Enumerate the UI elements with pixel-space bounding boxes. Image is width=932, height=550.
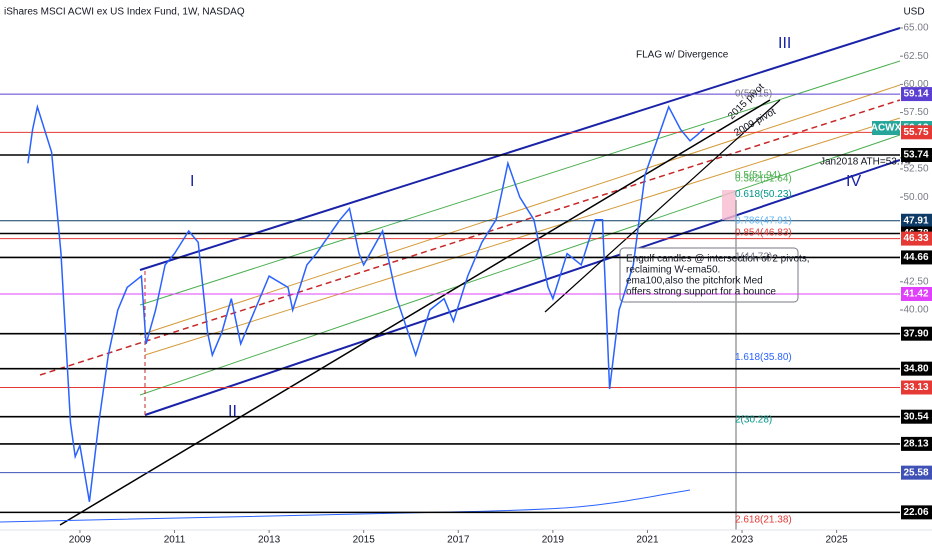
pitchfork-level [144, 117, 901, 356]
price-tag-label: 22.06 [903, 507, 928, 518]
fib-label: 2.618(21.38) [735, 515, 792, 526]
y-tick-label: 50.00 [903, 192, 928, 203]
y-tick-label: 60.00 [903, 79, 928, 90]
y-tick-label: 52.50 [903, 164, 928, 175]
pitchfork-median [39, 99, 901, 376]
price-tag-label: 25.58 [903, 467, 928, 478]
price-tag [901, 409, 932, 424]
price-tag [901, 465, 932, 480]
price-tag-label: 47.91 [903, 215, 928, 226]
fib-label: 0.382(51.64) [735, 173, 792, 184]
fib-label: 2(30.28) [735, 414, 772, 425]
price-line-series [27, 103, 705, 502]
x-tick-label: 2021 [636, 535, 659, 546]
x-tick-label: 2011 [164, 535, 186, 546]
wave-label: IV [846, 173, 861, 190]
annotation: Jan2018 ATH=53.74 [820, 157, 911, 168]
price-tag-label: 37.90 [903, 328, 928, 339]
wave-label: I [190, 173, 194, 190]
axes: 65.00 62.50 60.00 57.50 52.50 50.00 42.50 40.00… [69, 23, 932, 546]
note-text: Engulf candles @ intersection of 2 pivot… [626, 254, 810, 265]
fib-label: 0.854(46.83) [735, 228, 792, 239]
x-tick-label: 2023 [731, 535, 754, 546]
symbol-tag-label: ACWX [871, 123, 902, 134]
x-tick-label: 2009 [69, 535, 92, 546]
fib-label: 0(59.15) [735, 89, 772, 100]
fib-label: 0.5(51.94) [735, 170, 781, 181]
price-tag [901, 361, 932, 376]
pitchfork-level [139, 60, 901, 306]
price-tag-label: 55.75 [903, 127, 928, 138]
pitchfork-level [139, 84, 901, 336]
y-tick-label: 65.00 [903, 23, 928, 34]
x-tick-label: 2015 [353, 535, 376, 546]
price-tag-label: 30.54 [903, 411, 928, 422]
note-text: ema100,also the pitchfork Med [626, 276, 763, 287]
price-tag-label: 28.13 [903, 439, 928, 450]
x-tick-label: 2017 [447, 535, 470, 546]
price-tag [901, 380, 932, 395]
trend-line [59, 99, 771, 526]
plot: 0(59.15) 0.382(51.64)0.5(51.94) 0.618(50.2… [27, 89, 810, 526]
y-tick-label: 42.50 [903, 276, 928, 287]
fib-label: 1(44.72) [735, 251, 772, 262]
pitchfork-upper [139, 27, 901, 271]
wave-label: II [228, 403, 237, 420]
note-text: reclaiming W-ema50. [626, 265, 720, 276]
price-tag-label: 33.13 [903, 382, 928, 393]
price-tag [901, 213, 932, 228]
price-tag [901, 231, 932, 246]
price-tag-label: 34.80 [903, 363, 928, 374]
x-tick-label: 2019 [542, 535, 565, 546]
y-tick-label: 57.50 [903, 107, 928, 118]
price-tag [901, 250, 932, 265]
fib-label: 0.786(47.91) [735, 215, 792, 226]
price-tag [901, 87, 932, 102]
fib-label: 1.618(35.80) [735, 352, 792, 363]
price-tag [901, 436, 932, 451]
currency: USD [903, 7, 924, 18]
annotation: FLAG w/ Divergence [636, 50, 729, 61]
price-tag-label: 46.33 [903, 233, 928, 244]
price-tag [901, 125, 932, 140]
x-tick-label: 2013 [258, 535, 281, 546]
x-tick-label: 2025 [826, 535, 849, 546]
pitchfork-lower [144, 159, 901, 416]
price-tag-label: 41.42 [903, 289, 928, 300]
price-tag [901, 505, 932, 520]
highlight-box [722, 190, 736, 220]
trend-line [544, 99, 781, 313]
price-tag-label: 53.74 [903, 150, 928, 161]
price-tag [901, 286, 932, 301]
price-tag [901, 326, 932, 341]
wave-label: III [778, 35, 791, 52]
price-lines [0, 93, 900, 514]
fib-label: 0.618(50.23) [735, 189, 792, 200]
chart-title: iShares MSCI ACWI ex US Index Fund, 1W, … [4, 7, 245, 18]
y-tick-label: 62.50 [903, 51, 928, 62]
price-tag-label: 59.14 [903, 89, 928, 100]
symbol-tag [872, 121, 900, 136]
pitchfork-level [139, 134, 901, 396]
y-tick-label: 40.00 [903, 305, 928, 316]
note-box [619, 247, 799, 303]
note-text: offers strong support for a bounce [626, 287, 776, 298]
price-tag-label: 44.66 [903, 252, 928, 263]
price-tag [901, 147, 932, 162]
